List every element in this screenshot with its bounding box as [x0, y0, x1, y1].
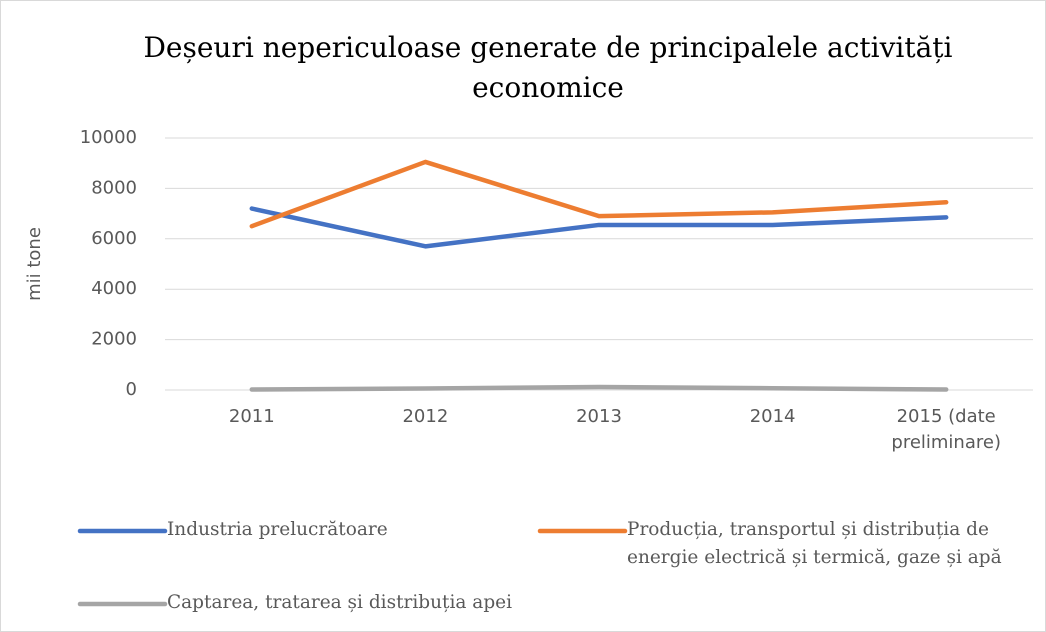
y-tick-label: 8000	[91, 177, 137, 198]
series-line	[249, 384, 949, 392]
y-tick-label: 0	[126, 379, 137, 400]
x-tick-label: 2013	[576, 406, 622, 427]
legend-label: Producția, transportul și distribuția de…	[627, 519, 1002, 568]
x-tick-label: 2011	[228, 406, 275, 427]
legend-label: Captarea, tratarea și distribuția apei	[167, 592, 513, 613]
y-axis-label: mii tone	[24, 227, 45, 301]
series-line	[249, 159, 949, 229]
x-tick-label-box: 2011	[228, 406, 275, 427]
x-tick-label-box: 2013	[576, 406, 622, 427]
x-tick-label: 2014	[749, 406, 796, 427]
x-tick-label-box: 2014	[749, 406, 796, 427]
series-line	[249, 206, 949, 249]
y-tick-label: 10000	[80, 127, 137, 148]
legend-label-box: Industria prelucrătoare	[167, 519, 388, 540]
legend-label-box: Producția, transportul și distribuția de…	[627, 519, 1002, 568]
legend-label-box: Captarea, tratarea și distribuția apei	[167, 592, 513, 613]
y-tick-label: 4000	[91, 278, 137, 299]
title-box: Deșeuri nepericuloase generate de princi…	[143, 31, 953, 104]
x-tick-label: 2012	[402, 406, 449, 427]
x-tick-label-box: 2015 (date preliminare)	[891, 406, 1001, 453]
chart-title: Deșeuri nepericuloase generate de princi…	[143, 31, 953, 104]
x-tick-label-box: 2012	[402, 406, 449, 427]
legend-label: Industria prelucrătoare	[167, 519, 388, 540]
y-tick-label: 6000	[91, 228, 137, 249]
y-tick-label: 2000	[91, 329, 137, 350]
x-tick-label: 2015 (date preliminare)	[891, 406, 1001, 453]
